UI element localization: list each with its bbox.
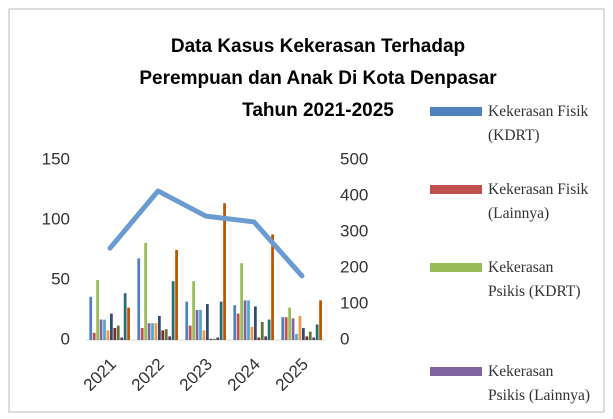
x-tick-label: 2021 (80, 355, 120, 395)
y2-tick-label: 100 (340, 293, 368, 312)
chart-border (8, 8, 605, 413)
bar (319, 300, 322, 340)
y2-tick-label: 200 (340, 257, 368, 276)
bar (137, 258, 141, 340)
y2-tick-label: 400 (340, 185, 368, 204)
bar (295, 334, 298, 340)
bar (103, 319, 106, 340)
chart-title: Tahun 2021-2025 (242, 100, 394, 121)
bar (298, 316, 302, 340)
bar (305, 336, 309, 340)
bar (312, 337, 316, 340)
bar (144, 242, 147, 340)
bar (120, 337, 124, 340)
legend-swatch (430, 263, 482, 272)
bar (267, 319, 271, 340)
legend-label: Kekerasan Psikis (Lainnya) (488, 363, 591, 404)
bar (257, 337, 261, 340)
bar (154, 323, 158, 340)
bar (92, 332, 96, 340)
bar (223, 203, 226, 340)
x-tick-label: 2022 (128, 355, 168, 395)
bar (113, 328, 117, 340)
y2-tick-label: 500 (340, 149, 368, 168)
legend-swatch (430, 367, 482, 376)
bar (195, 310, 199, 340)
bar (284, 317, 288, 340)
bar (164, 329, 168, 340)
bar (202, 330, 206, 340)
bar (264, 336, 268, 340)
bar (151, 323, 154, 340)
bar (243, 300, 247, 340)
y-tick-label: 150 (42, 149, 70, 168)
bar (116, 325, 120, 340)
bar (127, 307, 130, 340)
legend-label: Kekerasan Fisik (KDRT) (488, 103, 589, 144)
chart-title: Data Kasus Kekerasan Terhadap (171, 36, 465, 57)
bar (250, 326, 254, 340)
bar (288, 307, 291, 340)
bar (110, 313, 113, 340)
bar (271, 234, 274, 340)
bar (216, 337, 220, 340)
legend-swatch (430, 107, 482, 116)
bar (240, 263, 243, 340)
bar (308, 331, 312, 340)
bar (291, 318, 295, 340)
y-tick-label: 100 (42, 209, 70, 228)
legend-label: Kekerasan Fisik (Lainnya) (488, 181, 589, 222)
bar (188, 325, 192, 340)
bar (192, 281, 195, 340)
x-tick-label: 2023 (176, 355, 216, 395)
bar (302, 328, 305, 340)
bar (206, 304, 209, 340)
bar (89, 296, 93, 340)
bar (140, 328, 144, 340)
bar (185, 301, 189, 340)
x-tick-label: 2025 (272, 355, 312, 395)
line-series (107, 188, 305, 279)
bar (233, 305, 237, 340)
bar (260, 322, 264, 340)
chart-title: Perempuan dan Anak Di Kota Denpasar (139, 68, 497, 89)
bar (158, 316, 161, 340)
bar (209, 338, 213, 340)
y2-tick-label: 300 (340, 221, 368, 240)
bar (212, 338, 216, 340)
bar (161, 330, 165, 340)
bar (315, 324, 319, 340)
bar (254, 306, 257, 340)
legend-label: Kekerasan Psikis (KDRT) (488, 259, 581, 300)
bar (199, 310, 202, 340)
bar (281, 317, 285, 340)
bar (175, 250, 178, 340)
bar (99, 319, 103, 340)
bar (247, 300, 250, 340)
x-tick-label: 2024 (224, 355, 264, 395)
bar (106, 330, 110, 340)
y-tick-label: 50 (51, 269, 70, 288)
bar (236, 313, 240, 340)
legend-swatch (430, 185, 482, 194)
bar (123, 293, 127, 340)
bar (168, 336, 172, 340)
y-tick-label: 0 (61, 329, 70, 348)
bar (147, 323, 151, 340)
y2-tick-label: 0 (340, 329, 349, 348)
bar (96, 280, 99, 340)
bar (219, 301, 223, 340)
bar (171, 281, 175, 340)
